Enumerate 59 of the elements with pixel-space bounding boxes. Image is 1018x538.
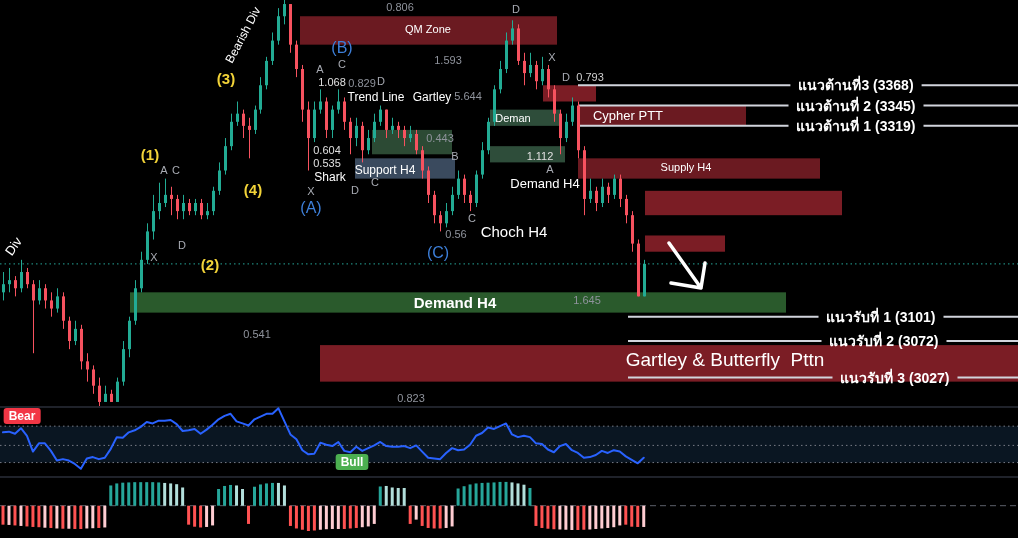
annotation: X	[548, 51, 556, 63]
annotation: (A)	[300, 198, 322, 216]
annotation: (1)	[140, 145, 160, 163]
annotation: Div	[1, 234, 25, 258]
annotation: Bull	[340, 455, 364, 469]
annotation: Bear	[3, 408, 41, 424]
annotation: Demand H4	[510, 175, 580, 191]
annotation: Shark	[314, 170, 346, 184]
annotation: (C)	[426, 243, 450, 261]
annotation: Bull	[335, 454, 369, 470]
annotation: 0.56	[445, 228, 467, 240]
annotation: (3)	[216, 69, 236, 87]
annotation: C	[371, 176, 379, 188]
ref-label: แนวต้านที่ 1 (3319)	[796, 117, 916, 134]
ref-label: แนวรับที่ 2 (3072)	[829, 333, 939, 350]
annotation: Gartley	[412, 90, 452, 104]
annotation: C	[468, 212, 476, 224]
annotation: (4)	[243, 180, 263, 198]
annotation: B	[451, 150, 459, 162]
ref-label: แนวรับที่ 1 (3101)	[826, 308, 936, 325]
annotation: 1.645	[573, 294, 601, 306]
band-label: Gartley & Butterfly Pttn	[625, 348, 825, 370]
ref-label: แนวรับที่ 3 (3027)	[840, 369, 950, 386]
annotation: Trend Line	[347, 90, 405, 104]
annotation: 1.112	[526, 150, 554, 162]
annotation: C	[338, 58, 346, 70]
annotation: Choch H4	[480, 222, 548, 240]
annotation: 0.823	[397, 392, 425, 404]
ref-label: แนวต้านที่ 2 (3345)	[796, 97, 916, 114]
annotation: D	[562, 71, 570, 83]
annotation: D	[178, 239, 186, 251]
annotation: 0.604	[313, 144, 341, 156]
annotation: 0.535	[313, 157, 341, 169]
ref-label: แนวต้านที่3 (3368)	[798, 77, 914, 94]
band-label: Cypher PTT	[592, 107, 664, 123]
annotation: 0.541	[243, 328, 271, 340]
annotation: 1.068	[318, 76, 346, 88]
annotation: X	[307, 185, 315, 197]
annotation: A	[160, 164, 168, 176]
annotation: A	[546, 163, 554, 175]
annotation: (B)	[331, 38, 353, 56]
annotation: 1.593	[434, 54, 462, 66]
annotation: 0.806	[386, 1, 414, 13]
annotation: D	[512, 3, 520, 15]
annotation: A	[316, 63, 324, 75]
annotation: D	[351, 184, 359, 196]
annotation: Bear	[8, 409, 36, 423]
annotation: 0.829	[348, 77, 376, 89]
annotation: C	[172, 164, 180, 176]
band-label: Support H4	[354, 163, 416, 177]
annotation: 5.644	[454, 90, 482, 102]
annotation: X	[150, 251, 158, 263]
band-label: Demand H4	[413, 293, 497, 311]
annotation: (2)	[200, 255, 220, 273]
annotation: D	[377, 75, 385, 87]
band-label: QM Zone	[405, 23, 451, 35]
band-label: Deman	[495, 112, 531, 124]
annotation: 0.793	[576, 71, 604, 83]
band-label: Supply H4	[660, 161, 712, 173]
